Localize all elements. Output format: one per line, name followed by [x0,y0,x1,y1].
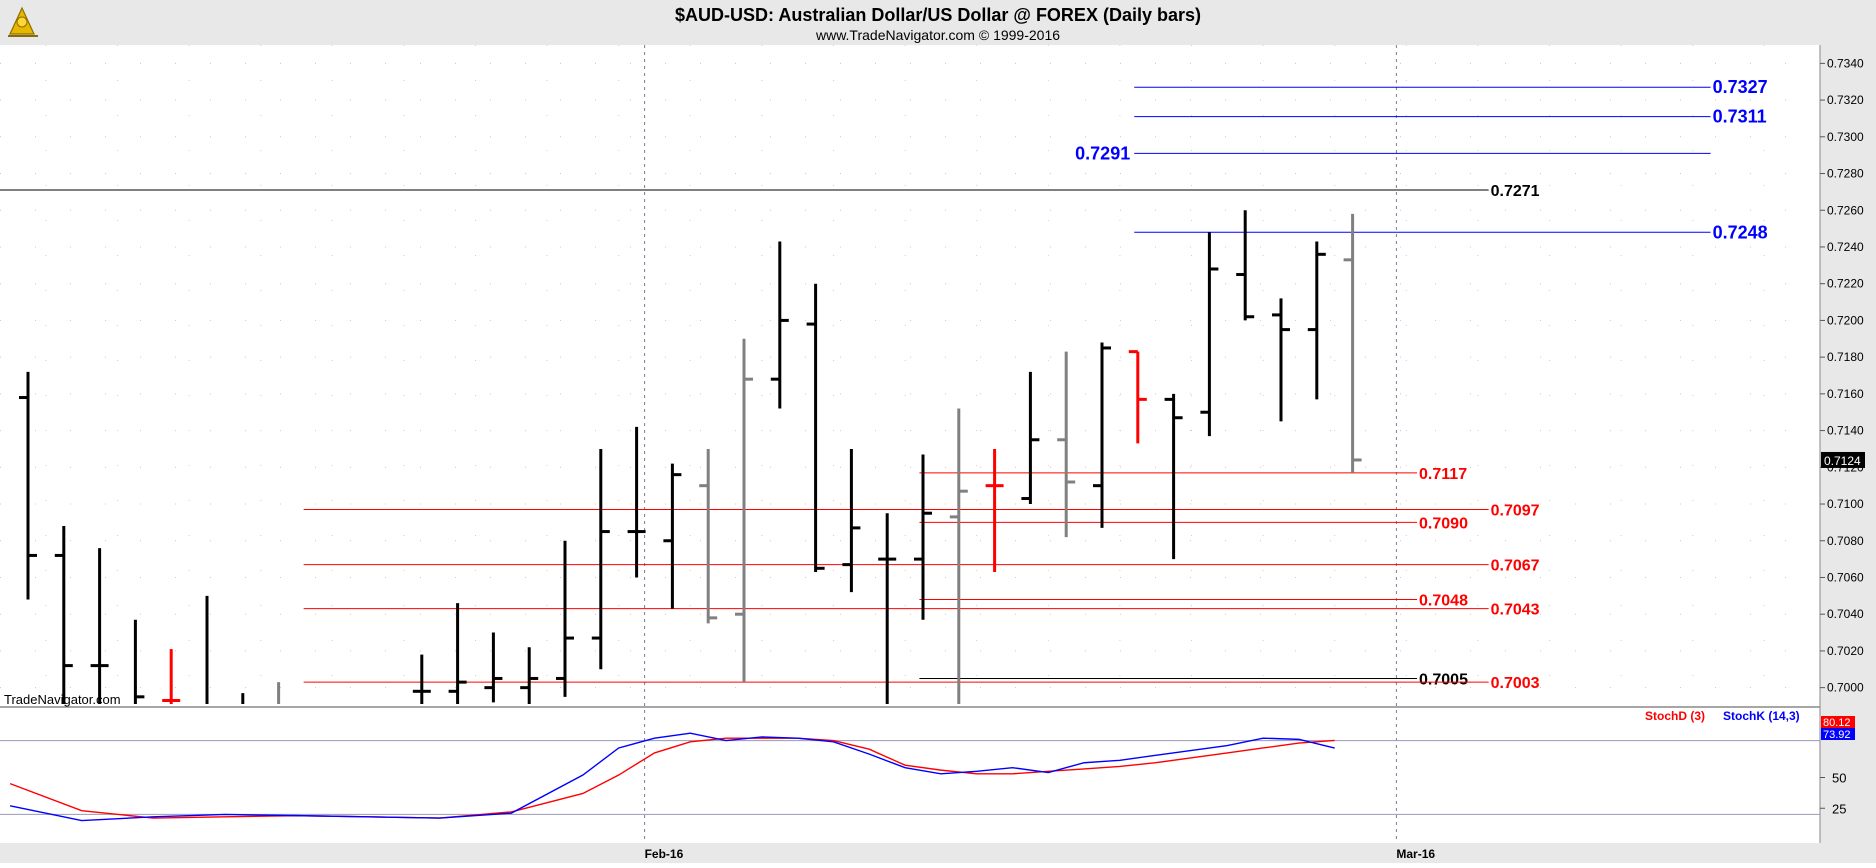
ohlc-bar [985,448,1004,572]
ohlc-bar [412,654,431,704]
stoch-tick-label: 25 [1832,801,1846,816]
y-tick-label: 0.7300 [1827,130,1864,144]
ohlc-bar [1128,350,1147,444]
y-tick-label: 0.7000 [1827,681,1864,695]
y-tick-label: 0.7180 [1827,350,1864,364]
y-tick-label: 0.7280 [1827,167,1864,181]
ohlc-bar [806,283,825,572]
ohlc-bar [90,548,109,704]
chart-subtitle: www.TradeNavigator.com © 1999-2016 [815,27,1060,43]
ohlc-bar [627,426,646,578]
stoch-legend-item: StochD (3) [1645,709,1705,723]
last-price-tag [1821,451,1865,468]
ohlc-bar [448,603,467,704]
level-label: 0.7090 [1419,515,1468,532]
ohlc-bar [1021,371,1040,505]
ohlc-bar [663,463,682,609]
ohlc-bar [591,448,610,670]
ohlc-bar [914,454,932,620]
ohlc-bar [19,371,37,600]
level-label: 0.7291 [1075,143,1130,163]
level-label: 0.7097 [1491,503,1540,520]
y-tick-label: 0.7140 [1827,424,1864,438]
watermark: TradeNavigator.com [4,692,121,707]
ohlc-bar [1236,210,1255,321]
x-tick-label: Mar-16 [1396,847,1435,861]
sextant-icon [8,6,38,37]
y-tick-label: 0.7320 [1827,93,1864,107]
ohlc-bar [878,513,897,704]
ohlc-bar [1200,232,1219,437]
stoch-value-tag [1821,716,1855,728]
y-tick-label: 0.7200 [1827,313,1864,327]
grid [0,45,1820,843]
level-label: 0.7067 [1491,558,1540,575]
ohlc-bar [1343,213,1362,473]
y-tick-label: 0.7020 [1827,644,1864,658]
ohlc-bar [133,619,145,704]
ohlc-bar [1272,298,1290,422]
stoch-value-label: 80.12 [1823,717,1851,729]
ohlc-bar [735,338,753,683]
chart-title: $AUD-USD: Australian Dollar/US Dollar @ … [675,5,1201,25]
ohlc-bar [162,649,181,704]
stoch-value-tag [1821,728,1855,740]
y-tick-label: 0.7240 [1827,240,1864,254]
ohlc-bar [54,526,73,704]
stoch-value-label: 73.92 [1823,729,1851,741]
stoch-legend-item: StochK (14,3) [1723,709,1800,723]
ohlc-bar [770,241,789,409]
x-tick-label: Feb-16 [645,847,684,861]
level-label: 0.7005 [1419,671,1468,688]
level-label: 0.7327 [1713,77,1768,97]
level-label: 0.7003 [1491,675,1540,692]
y-tick-label: 0.7160 [1827,387,1864,401]
ohlc-bar [520,647,539,704]
last-price-label: 0.7124 [1824,454,1861,468]
y-tick-label: 0.7060 [1827,570,1864,584]
ohlc-bar [1164,393,1183,560]
level-label: 0.7043 [1491,602,1540,619]
stoch-tick-label: 50 [1832,771,1846,786]
y-tick-label: 0.7260 [1827,203,1864,217]
level-label: 0.7248 [1713,222,1768,242]
y-tick-label: 0.7040 [1827,607,1864,621]
level-label: 0.7048 [1419,593,1468,610]
price-axis: 0.7340 0.7320 0.7300 0.7280 0.7260 0.7240 0.72… [1819,45,1865,843]
ohlc-bar [1307,241,1326,400]
ohlc-bar [842,448,861,593]
ohlc-bar [1093,342,1111,528]
price-levels: 0.7327 0.7311 0.7291 0.7271 0.7248 0.7117 0.70… [0,77,1768,692]
level-label: 0.7271 [1491,183,1540,200]
y-tick-label: 0.7340 [1827,56,1864,70]
ohlc-bar [484,632,503,703]
date-axis: Feb-16 Mar-16 [645,847,1436,861]
ohlc-bar [556,540,574,697]
ohlc-bar [699,448,718,624]
price-bars [19,210,1362,704]
y-tick-label: 0.7220 [1827,277,1864,291]
ohlc-bar [949,408,968,704]
level-label: 0.7117 [1419,466,1467,483]
y-tick-label: 0.7100 [1827,497,1864,511]
y-tick-label: 0.7080 [1827,534,1864,548]
stoch-line [9,732,1335,822]
ohlc-bar [1057,351,1076,538]
level-label: 0.7311 [1713,107,1767,127]
